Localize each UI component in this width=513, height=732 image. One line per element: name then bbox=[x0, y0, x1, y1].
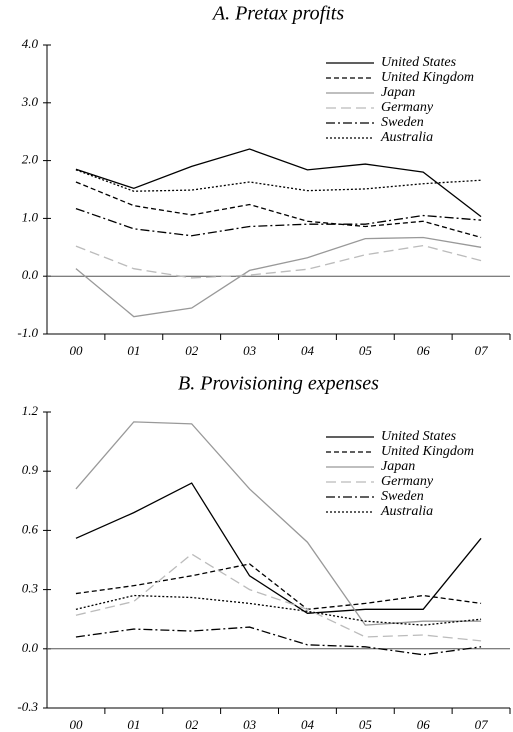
y-tick-label: 0.3 bbox=[22, 581, 39, 596]
legend-label: Australia bbox=[380, 130, 433, 145]
legend-label: Japan bbox=[381, 459, 415, 474]
x-tick-label: 05 bbox=[359, 343, 373, 358]
y-tick-label: 1.0 bbox=[22, 209, 39, 224]
x-tick-label: 07 bbox=[475, 717, 489, 732]
line-series bbox=[75, 594, 482, 626]
legend-label: Germany bbox=[381, 100, 434, 115]
y-tick-label: 1.2 bbox=[22, 403, 39, 418]
y-tick-label: -0.3 bbox=[17, 699, 38, 714]
line-series bbox=[75, 169, 482, 192]
legend-label: Sweden bbox=[381, 489, 424, 504]
x-tick-label: 06 bbox=[417, 717, 431, 732]
line-series bbox=[75, 244, 482, 279]
x-tick-label: 03 bbox=[243, 343, 257, 358]
y-tick-label: -1.0 bbox=[17, 325, 38, 340]
x-tick-label: 06 bbox=[417, 343, 431, 358]
line-series bbox=[75, 553, 482, 642]
line-series bbox=[75, 421, 482, 626]
legend-label: Sweden bbox=[381, 115, 424, 130]
legend-label: Australia bbox=[380, 504, 433, 519]
x-tick-label: 07 bbox=[475, 343, 489, 358]
line-series bbox=[75, 148, 482, 218]
line-series bbox=[75, 626, 482, 656]
line-series bbox=[75, 181, 482, 239]
legend-label: United Kingdom bbox=[381, 70, 474, 85]
x-tick-label: 02 bbox=[185, 343, 199, 358]
chart-title: A. Pretax profits bbox=[211, 3, 344, 25]
chart-title: B. Provisioning expenses bbox=[178, 373, 379, 395]
x-tick-label: 01 bbox=[127, 717, 140, 732]
line-series bbox=[75, 207, 482, 237]
x-tick-label: 03 bbox=[243, 717, 257, 732]
x-tick-label: 02 bbox=[185, 717, 199, 732]
legend-label: United States bbox=[381, 429, 457, 444]
y-tick-label: 3.0 bbox=[21, 94, 39, 109]
x-tick-label: 04 bbox=[301, 717, 315, 732]
line-series bbox=[75, 236, 482, 318]
x-tick-label: 05 bbox=[359, 717, 373, 732]
x-tick-label: 04 bbox=[301, 343, 315, 358]
x-tick-label: 00 bbox=[69, 717, 83, 732]
legend-label: United States bbox=[381, 55, 457, 70]
line-series bbox=[75, 563, 482, 611]
x-tick-label: 01 bbox=[127, 343, 140, 358]
y-tick-label: 0.0 bbox=[22, 267, 39, 282]
legend-label: United Kingdom bbox=[381, 444, 474, 459]
y-tick-label: 0.9 bbox=[22, 462, 39, 477]
line-series bbox=[75, 482, 482, 614]
x-tick-label: 00 bbox=[69, 343, 83, 358]
y-tick-label: 0.6 bbox=[22, 521, 39, 536]
legend-label: Japan bbox=[381, 85, 415, 100]
y-tick-label: 2.0 bbox=[22, 152, 39, 167]
y-tick-label: 4.0 bbox=[22, 36, 39, 51]
legend-label: Germany bbox=[381, 474, 434, 489]
y-tick-label: 0.0 bbox=[22, 640, 39, 655]
